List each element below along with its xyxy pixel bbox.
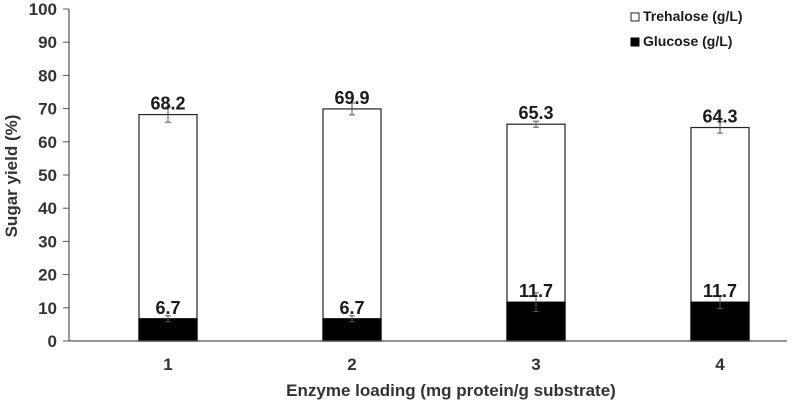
trehalose-bar-2 (322, 108, 382, 342)
trehalose-value-label-1: 68.2 (150, 94, 185, 114)
x-tick-label: 1 (163, 355, 172, 374)
x-axis-title: Enzyme loading (mg protein/g substrate) (286, 381, 616, 400)
trehalose-value-label-3: 65.3 (518, 103, 553, 123)
glucose-legend-label: Glucose (g/L) (643, 33, 732, 49)
glucose-legend-swatch (630, 37, 640, 47)
trehalose-value-label-4: 64.3 (702, 107, 737, 127)
y-tick-label: 90 (38, 33, 57, 52)
x-axis-ticks: 1 2 3 4 (163, 355, 725, 374)
y-tick-label: 10 (38, 299, 57, 318)
data-labels: 68.2 69.9 65.3 64.3 6.7 6.7 11.7 11.7 (150, 88, 737, 318)
glucose-value-label-4: 11.7 (703, 281, 737, 301)
error-bars (165, 102, 723, 323)
x-tick-label: 4 (715, 355, 725, 374)
x-tick-label: 2 (347, 355, 356, 374)
trehalose-value-label-2: 69.9 (334, 88, 369, 108)
axes (68, 9, 787, 342)
y-tick-label: 70 (38, 100, 57, 119)
y-axis-title: Sugar yield (%) (2, 115, 21, 238)
glucose-value-label-3: 11.7 (519, 281, 553, 301)
y-tick-label: 100 (29, 0, 57, 19)
y-tick-label: 50 (38, 166, 57, 185)
y-axis-ticks: 0 10 20 30 40 50 60 70 80 90 100 (29, 0, 69, 351)
legend: Trehalose (g/L) Glucose (g/L) (630, 8, 743, 49)
y-tick-label: 60 (38, 133, 57, 152)
y-tick-label: 20 (38, 266, 57, 285)
trehalose-legend-swatch (630, 12, 640, 22)
trehalose-bar-1 (138, 113, 198, 342)
bars (138, 108, 750, 342)
glucose-value-label-1: 6.7 (155, 298, 180, 318)
y-tick-label: 30 (38, 232, 57, 251)
y-tick-label: 0 (48, 332, 57, 351)
glucose-value-label-2: 6.7 (339, 298, 364, 318)
y-tick-label: 80 (38, 66, 57, 85)
x-tick-label: 3 (531, 355, 540, 374)
y-tick-label: 40 (38, 199, 57, 218)
trehalose-legend-label: Trehalose (g/L) (643, 8, 743, 24)
